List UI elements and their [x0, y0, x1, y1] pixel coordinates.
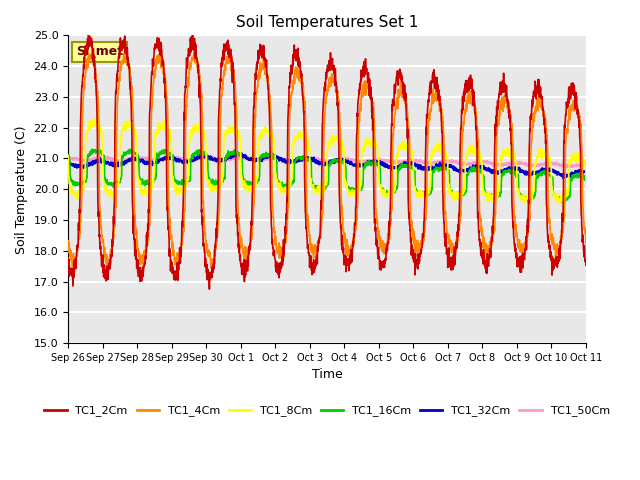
Y-axis label: Soil Temperature (C): Soil Temperature (C): [15, 125, 28, 253]
X-axis label: Time: Time: [312, 369, 342, 382]
Title: Soil Temperatures Set 1: Soil Temperatures Set 1: [236, 15, 418, 30]
Text: SI_met: SI_met: [76, 45, 123, 59]
Legend: TC1_2Cm, TC1_4Cm, TC1_8Cm, TC1_16Cm, TC1_32Cm, TC1_50Cm: TC1_2Cm, TC1_4Cm, TC1_8Cm, TC1_16Cm, TC1…: [40, 401, 614, 421]
